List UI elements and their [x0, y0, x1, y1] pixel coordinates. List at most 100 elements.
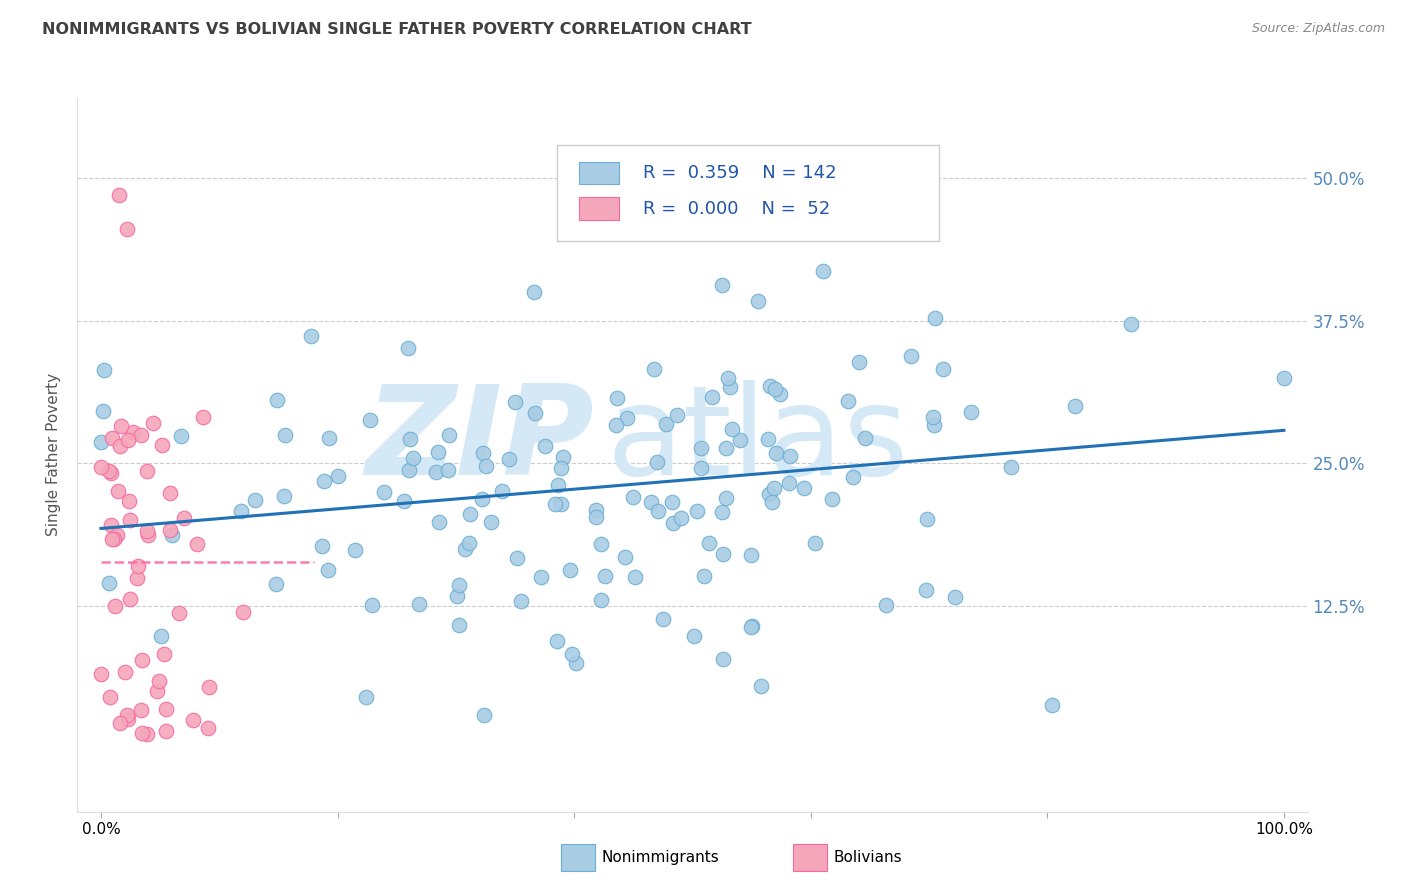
Point [747, 294, 769, 309]
Point [354, 690, 377, 704]
Text: Nonimmigrants: Nonimmigrants [602, 850, 720, 864]
Point [821, 491, 844, 506]
Point [853, 431, 876, 445]
Point [181, 713, 204, 727]
Text: Source: ZipAtlas.com: Source: ZipAtlas.com [1251, 22, 1385, 36]
Point [160, 527, 183, 541]
Point [762, 481, 785, 495]
Point [793, 481, 815, 495]
Point [173, 510, 195, 524]
Point [299, 329, 322, 343]
Point [932, 361, 955, 376]
Point [711, 547, 734, 561]
Point [359, 413, 381, 427]
Point [197, 721, 219, 735]
Y-axis label: Single Father Poverty: Single Father Poverty [46, 374, 62, 536]
Point [98, 575, 121, 590]
Point [693, 569, 716, 583]
Point [624, 570, 647, 584]
Point [98, 690, 121, 704]
Point [91, 404, 114, 418]
Point [614, 550, 637, 565]
Point [273, 489, 295, 503]
Point [530, 570, 553, 584]
Point [546, 633, 568, 648]
Point [1000, 460, 1022, 475]
Point [780, 197, 803, 211]
Point [107, 483, 129, 498]
Point [842, 470, 865, 484]
Point [153, 647, 176, 661]
Point [186, 536, 208, 550]
Point [498, 452, 520, 467]
Point [616, 411, 638, 425]
Point [700, 390, 723, 404]
Point [159, 486, 181, 500]
Point [458, 536, 481, 550]
Point [97, 464, 120, 478]
Point [915, 512, 938, 526]
Point [915, 582, 938, 597]
Point [564, 656, 586, 670]
Point [651, 612, 673, 626]
Point [1063, 400, 1085, 414]
Point [711, 278, 734, 293]
Point [761, 495, 783, 509]
FancyBboxPatch shape [579, 197, 619, 220]
Point [605, 418, 627, 433]
Point [398, 341, 420, 355]
Point [117, 493, 139, 508]
Point [90, 459, 112, 474]
Point [561, 647, 583, 661]
Point [425, 465, 447, 479]
Text: R =  0.000    N =  52: R = 0.000 N = 52 [644, 200, 831, 218]
Point [647, 503, 669, 517]
Point [114, 665, 136, 680]
Point [100, 466, 122, 480]
Point [170, 429, 193, 443]
Point [1040, 698, 1063, 712]
Point [595, 569, 617, 583]
Point [740, 620, 762, 634]
Point [427, 516, 450, 530]
Point [640, 494, 662, 508]
Point [811, 264, 834, 278]
Point [524, 406, 547, 420]
Point [503, 395, 526, 409]
Text: Bolivians: Bolivians [834, 850, 903, 864]
Point [129, 428, 152, 442]
Point [921, 410, 943, 425]
Text: R =  0.359    N = 142: R = 0.359 N = 142 [644, 164, 837, 182]
Point [711, 652, 734, 666]
Point [115, 707, 138, 722]
Point [643, 362, 665, 376]
Point [474, 707, 496, 722]
Point [756, 432, 779, 446]
Point [779, 449, 801, 463]
Point [585, 503, 607, 517]
Point [129, 703, 152, 717]
Point [437, 462, 460, 476]
Point [402, 451, 425, 466]
Point [475, 459, 498, 474]
Point [312, 475, 335, 489]
FancyBboxPatch shape [579, 161, 619, 185]
Point [360, 598, 382, 612]
Point [108, 715, 131, 730]
Point [924, 311, 946, 326]
Point [136, 726, 159, 740]
Point [117, 433, 139, 447]
Point [491, 483, 513, 498]
Point [900, 349, 922, 363]
Point [399, 433, 422, 447]
Point [875, 598, 897, 612]
Point [93, 363, 115, 377]
Point [127, 558, 149, 573]
Point [711, 505, 734, 519]
Point [589, 592, 612, 607]
Point [765, 445, 787, 459]
Point [344, 542, 367, 557]
Point [943, 591, 966, 605]
Point [740, 548, 762, 562]
Point [623, 491, 645, 505]
